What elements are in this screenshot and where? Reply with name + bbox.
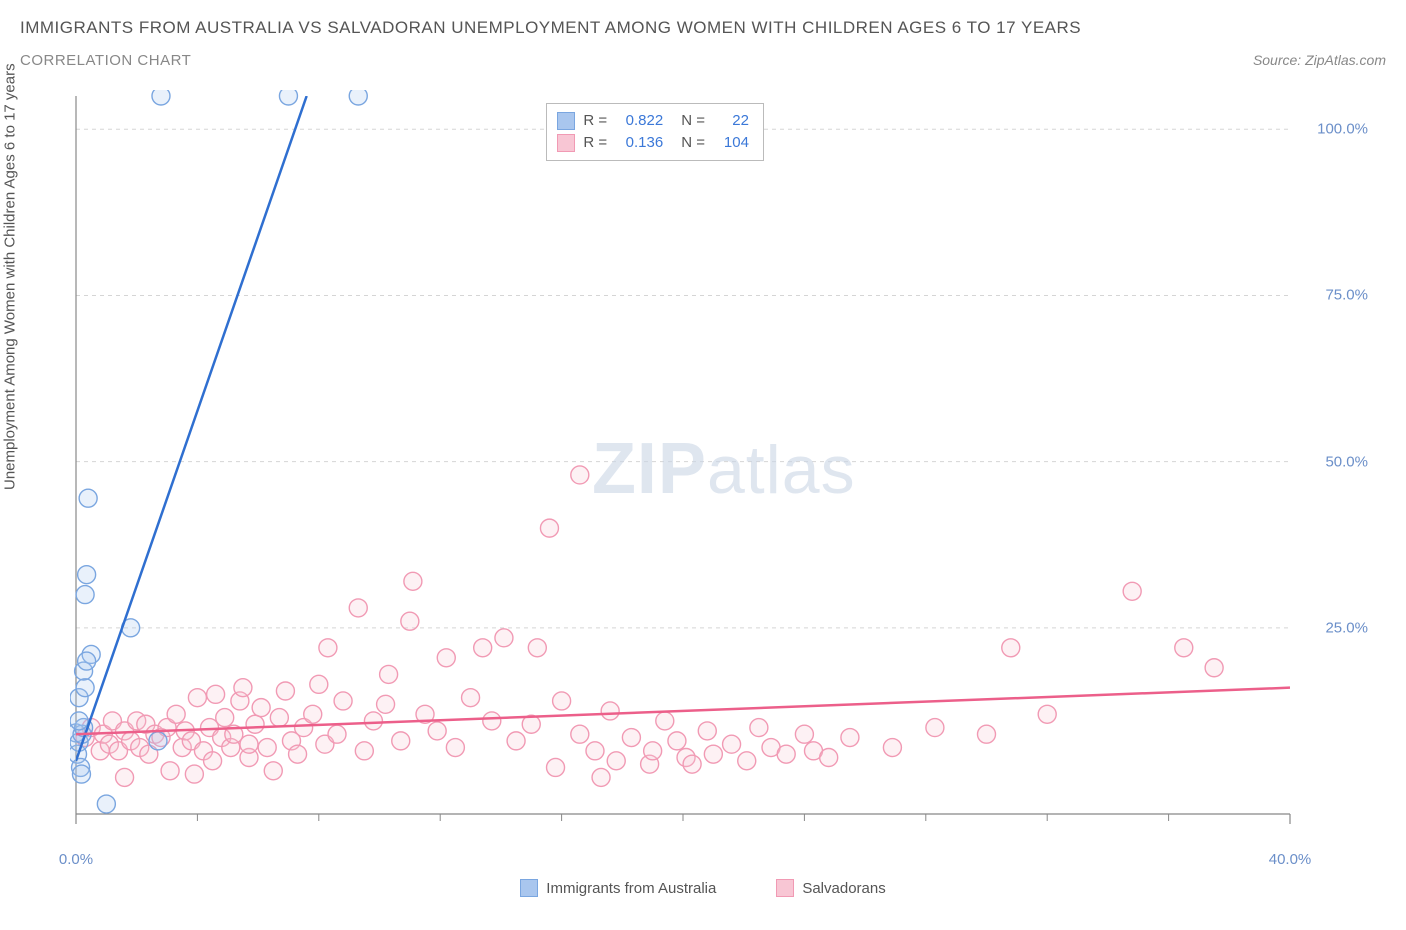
r-value: 0.822 (615, 110, 663, 132)
r-value: 0.136 (615, 132, 663, 154)
y-tick-label: 75.0% (1325, 287, 1368, 304)
stats-legend-row: R = 0.822 N = 22 (557, 110, 749, 132)
legend-swatch-icon (557, 134, 575, 152)
n-label: N = (681, 110, 705, 132)
stats-legend-row: R = 0.136 N = 104 (557, 132, 749, 154)
y-tick-label: 50.0% (1325, 453, 1368, 470)
legend-swatch-icon (520, 879, 538, 897)
legend-swatch-icon (557, 112, 575, 130)
n-value: 104 (713, 132, 749, 154)
legend-label: Immigrants from Australia (546, 880, 716, 897)
n-value: 22 (713, 110, 749, 132)
source-attribution: Source: ZipAtlas.com (1253, 52, 1386, 68)
chart-title: IMMIGRANTS FROM AUSTRALIA VS SALVADORAN … (20, 18, 1386, 38)
r-label: R = (583, 132, 607, 154)
y-tick-label: 100.0% (1317, 121, 1368, 138)
n-label: N = (681, 132, 705, 154)
legend-item-australia: Immigrants from Australia (520, 879, 716, 897)
stats-legend: R = 0.822 N = 22 R = 0.136 N = 104 (546, 103, 764, 161)
legend-label: Salvadorans (802, 880, 885, 897)
legend-item-salvadorans: Salvadorans (776, 879, 885, 897)
bottom-legend: Immigrants from Australia Salvadorans (20, 866, 1386, 910)
chart-container: Unemployment Among Women with Children A… (20, 90, 1386, 910)
y-axis-label: Unemployment Among Women with Children A… (2, 63, 19, 490)
scatter-plot: 25.0%50.0%75.0%100.0%0.0%40.0%ZIPatlasR … (70, 90, 1370, 860)
chart-subtitle: CORRELATION CHART (20, 52, 191, 69)
y-tick-label: 25.0% (1325, 619, 1368, 636)
r-label: R = (583, 110, 607, 132)
legend-swatch-icon (776, 879, 794, 897)
chart-header: IMMIGRANTS FROM AUSTRALIA VS SALVADORAN … (0, 0, 1406, 69)
